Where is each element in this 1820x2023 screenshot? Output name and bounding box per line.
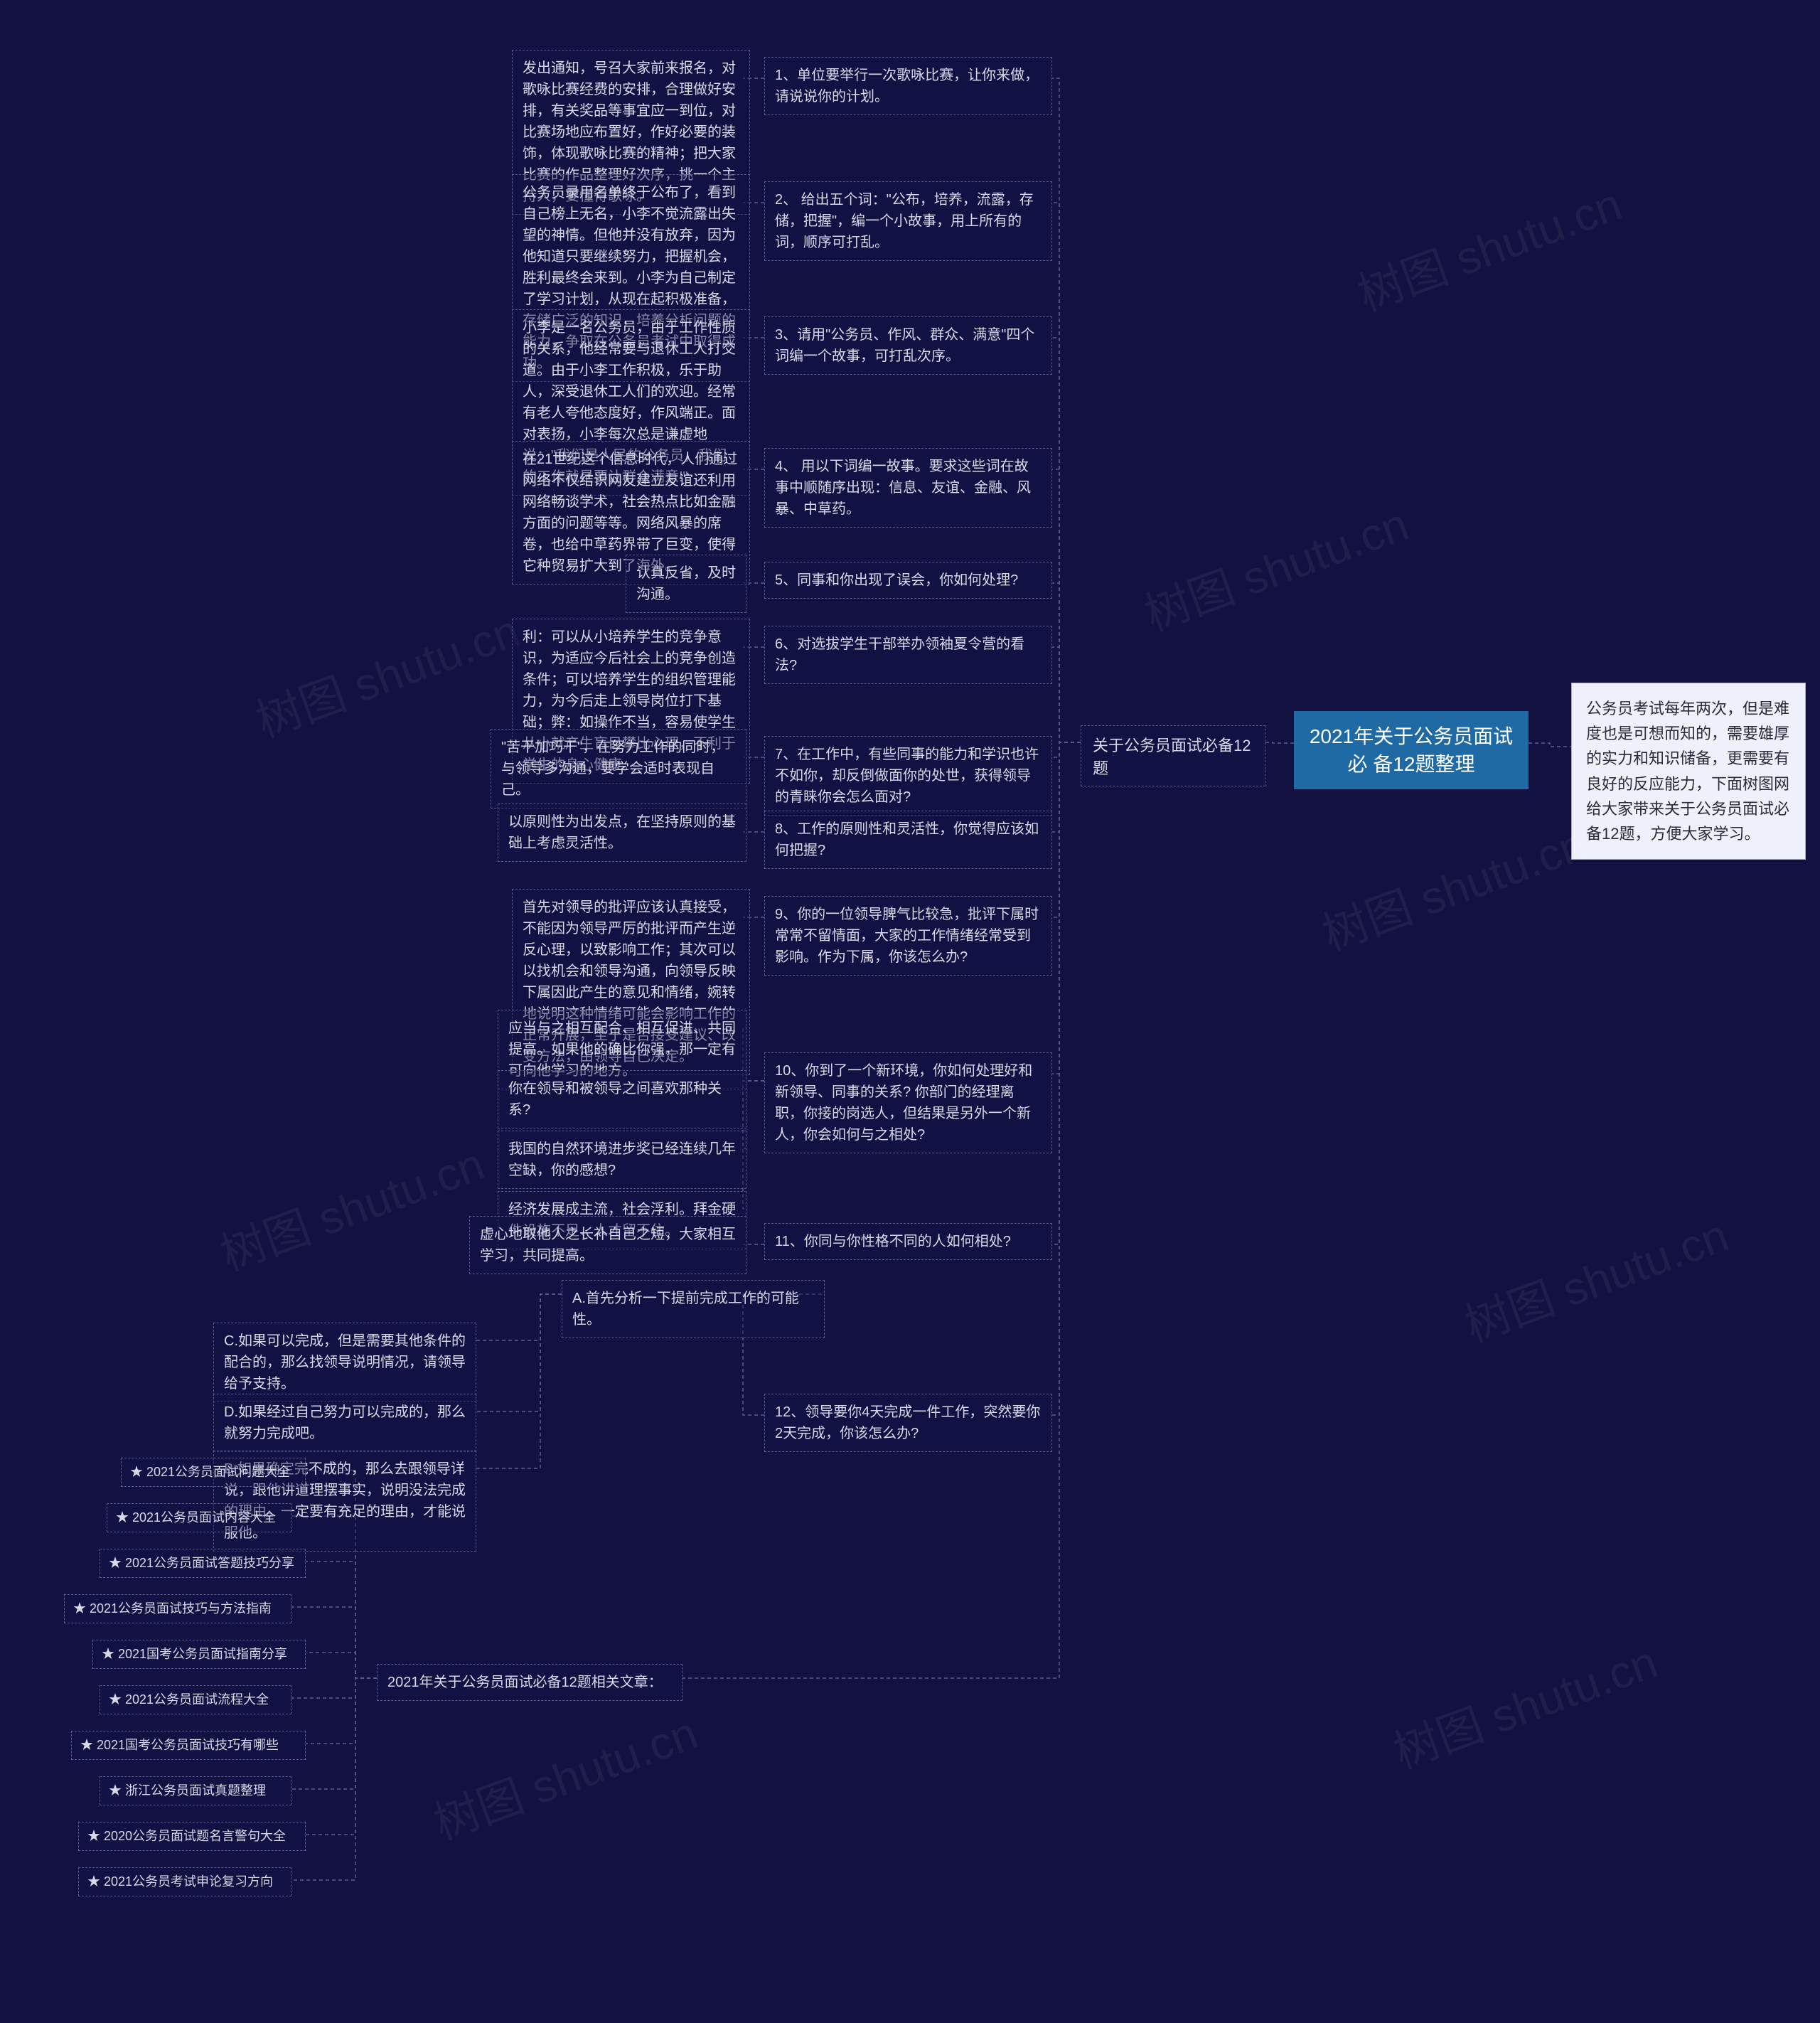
detail-q12-sub0: C.如果可以完成，但是需要其他条件的配合的，那么找领导说明情况，请领导给予支持。	[213, 1323, 476, 1402]
watermark: 树图 shutu.cn	[1455, 1199, 1736, 1355]
hub-node: 关于公务员面试必备12题	[1081, 725, 1265, 786]
question-q4: 4、 用以下词编一故事。要求这些词在故事中顺随序出现：信息、友谊、金融、风暴、中…	[764, 448, 1052, 528]
detail-q10-2-text: 我国的自然环境进步奖已经连续几年空缺，你的感想?	[508, 1141, 736, 1178]
related-item-0: ★ 2021公务员面试问题大全	[121, 1458, 306, 1487]
question-q5: 5、同事和你出现了误会，你如何处理?	[764, 562, 1052, 599]
question-q3-text: 3、请用"公务员、作风、群众、满意"四个词编一个故事，可打乱次序。	[775, 327, 1034, 364]
related-item-2-text: ★ 2021公务员面试答题技巧分享	[109, 1556, 294, 1570]
question-q2: 2、 给出五个词："公布，培养，流露，存储，把握"，编一个小故事，用上所有的词，…	[764, 181, 1052, 261]
detail-q12-sub1-text: D.如果经过自己努力可以完成的，那么就努力完成吧。	[224, 1404, 466, 1441]
question-q9-text: 9、你的一位领导脾气比较急，批评下属时常常不留情面，大家的工作情绪经常受到影响。…	[775, 907, 1039, 965]
detail-q11-text: 虚心地取他人之长补自己之短，大家相互学习，共同提高。	[480, 1227, 736, 1264]
detail-q12-a: A.首先分析一下提前完成工作的可能性。	[562, 1280, 825, 1338]
detail-q5-text: 认真反省，及时沟通。	[636, 565, 736, 602]
question-q1-text: 1、单位要举行一次歌咏比赛，让你来做，请说说你的计划。	[775, 68, 1039, 105]
related-item-4-text: ★ 2021国考公务员面试指南分享	[102, 1647, 287, 1661]
summary-card: 公务员考试每年两次，但是难度也是可想而知的，需要雄厚的实力和知识储备，更需要有良…	[1571, 683, 1806, 860]
question-q9: 9、你的一位领导脾气比较急，批评下属时常常不留情面，大家的工作情绪经常受到影响。…	[764, 896, 1052, 976]
watermark: 树图 shutu.cn	[210, 1128, 492, 1283]
related-item-1: ★ 2021公务员面试内容大全	[107, 1503, 291, 1532]
question-q12: 12、领导要你4天完成一件工作，突然要你2天完成，你该怎么办?	[764, 1394, 1052, 1452]
question-q11: 11、你同与你性格不同的人如何相处?	[764, 1223, 1052, 1260]
root-node: 2021年关于公务员面试必 备12题整理	[1294, 711, 1529, 789]
question-q6: 6、对选拔学生干部举办领袖夏令营的看法?	[764, 626, 1052, 684]
question-q4-text: 4、 用以下词编一故事。要求这些词在故事中顺随序出现：信息、友谊、金融、风暴、中…	[775, 459, 1031, 517]
question-q1: 1、单位要举行一次歌咏比赛，让你来做，请说说你的计划。	[764, 57, 1052, 115]
hub-text: 关于公务员面试必备12题	[1093, 737, 1251, 777]
question-q5-text: 5、同事和你出现了误会，你如何处理?	[775, 572, 1018, 588]
related-item-5-text: ★ 2021公务员面试流程大全	[109, 1692, 269, 1707]
summary-text: 公务员考试每年两次，但是难度也是可想而知的，需要雄厚的实力和知识储备，更需要有良…	[1586, 700, 1789, 843]
detail-q5: 认真反省，及时沟通。	[626, 555, 746, 613]
detail-q11: 虚心地取他人之长补自己之短，大家相互学习，共同提高。	[469, 1216, 746, 1274]
related-item-8-text: ★ 2020公务员面试题名言警句大全	[87, 1829, 286, 1843]
question-q3: 3、请用"公务员、作风、群众、满意"四个词编一个故事，可打乱次序。	[764, 316, 1052, 375]
related-item-7: ★ 浙江公务员面试真题整理	[100, 1776, 291, 1805]
question-q7-text: 7、在工作中，有些同事的能力和学识也许不如你，却反倒做面你的处世，获得领导的青睐…	[775, 747, 1039, 805]
connector-layer	[0, 0, 1820, 2023]
question-q10: 10、你到了一个新环境，你如何处理好和新领导、同事的关系? 你部门的经理离职，你…	[764, 1052, 1052, 1153]
detail-q12-sub0-text: C.如果可以完成，但是需要其他条件的配合的，那么找领导说明情况，请领导给予支持。	[224, 1333, 466, 1392]
related-item-9-text: ★ 2021公务员考试申论复习方向	[87, 1874, 273, 1889]
related-item-9: ★ 2021公务员考试申论复习方向	[78, 1867, 291, 1896]
detail-q8-text: 以原则性为出发点，在坚持原则的基础上考虑灵活性。	[508, 814, 736, 851]
related-item-4: ★ 2021国考公务员面试指南分享	[92, 1640, 306, 1669]
related-item-3: ★ 2021公务员面试技巧与方法指南	[64, 1594, 291, 1623]
watermark: 树图 shutu.cn	[1135, 488, 1416, 644]
watermark: 树图 shutu.cn	[1312, 808, 1594, 964]
related-item-2: ★ 2021公务员面试答题技巧分享	[100, 1549, 306, 1578]
question-q8: 8、工作的原则性和灵活性，你觉得应该如何把握?	[764, 811, 1052, 869]
detail-q10-2: 我国的自然环境进步奖已经连续几年空缺，你的感想?	[498, 1131, 746, 1189]
related-item-5: ★ 2021公务员面试流程大全	[100, 1685, 291, 1714]
watermark: 树图 shutu.cn	[424, 1697, 705, 1852]
related-item-1-text: ★ 2021公务员面试内容大全	[116, 1510, 276, 1525]
question-q10-text: 10、你到了一个新环境，你如何处理好和新领导、同事的关系? 你部门的经理离职，你…	[775, 1063, 1032, 1143]
related-item-8: ★ 2020公务员面试题名言警句大全	[78, 1822, 306, 1851]
related-item-6: ★ 2021国考公务员面试技巧有哪些	[71, 1731, 306, 1760]
question-q11-text: 11、你同与你性格不同的人如何相处?	[775, 1234, 1011, 1249]
detail-q10-1: 你在领导和被领导之间喜欢那种关系?	[498, 1070, 746, 1128]
detail-q8: 以原则性为出发点，在坚持原则的基础上考虑灵活性。	[498, 804, 746, 862]
detail-q7-text: "苦干加巧干"，在努力工作的同时，与领导多沟通，要学会适时表现自己。	[501, 740, 724, 798]
related-articles: 2021年关于公务员面试必备12题相关文章：	[377, 1664, 682, 1701]
related-item-0-text: ★ 2021公务员面试问题大全	[130, 1465, 290, 1479]
detail-q7: "苦干加巧干"，在努力工作的同时，与领导多沟通，要学会适时表现自己。	[491, 729, 746, 808]
detail-q10-1-text: 你在领导和被领导之间喜欢那种关系?	[508, 1081, 722, 1118]
root-text: 2021年关于公务员面试必 备12题整理	[1310, 725, 1513, 775]
watermark: 树图 shutu.cn	[246, 594, 528, 750]
question-q12-text: 12、领导要你4天完成一件工作，突然要你2天完成，你该怎么办?	[775, 1404, 1040, 1441]
related-item-7-text: ★ 浙江公务员面试真题整理	[109, 1783, 266, 1798]
question-q7: 7、在工作中，有些同事的能力和学识也许不如你，却反倒做面你的处世，获得领导的青睐…	[764, 736, 1052, 816]
detail-q12-a-text: A.首先分析一下提前完成工作的可能性。	[572, 1291, 799, 1328]
question-q8-text: 8、工作的原则性和灵活性，你觉得应该如何把握?	[775, 821, 1039, 858]
related-articles-text: 2021年关于公务员面试必备12题相关文章：	[387, 1675, 663, 1690]
question-q2-text: 2、 给出五个词："公布，培养，流露，存储，把握"，编一个小故事，用上所有的词，…	[775, 192, 1034, 250]
related-item-3-text: ★ 2021公务员面试技巧与方法指南	[73, 1601, 272, 1616]
watermark: 树图 shutu.cn	[1383, 1626, 1665, 1781]
detail-q12-sub1: D.如果经过自己努力可以完成的，那么就努力完成吧。	[213, 1394, 476, 1452]
question-q6-text: 6、对选拔学生干部举办领袖夏令营的看法?	[775, 636, 1024, 673]
watermark: 树图 shutu.cn	[1348, 168, 1629, 324]
related-item-6-text: ★ 2021国考公务员面试技巧有哪些	[80, 1738, 279, 1752]
